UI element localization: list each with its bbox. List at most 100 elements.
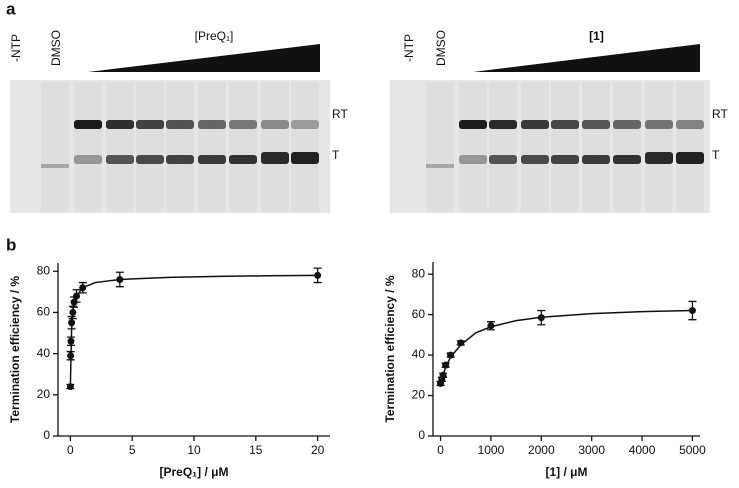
gel-lane bbox=[521, 82, 549, 211]
gel-band bbox=[521, 155, 549, 164]
gel-lane bbox=[41, 82, 69, 211]
x-tick-label: 1000 bbox=[478, 443, 505, 457]
gel-lane bbox=[261, 82, 289, 211]
gel-band bbox=[106, 155, 134, 164]
panel-label: a bbox=[6, 0, 16, 18]
y-tick-label: 60 bbox=[37, 305, 51, 319]
concentration-wedge bbox=[473, 44, 700, 72]
gel-band bbox=[261, 120, 289, 129]
gel-band bbox=[582, 120, 610, 129]
panel-label: b bbox=[6, 235, 16, 254]
data-point bbox=[442, 361, 450, 369]
gel-band bbox=[613, 155, 641, 164]
data-point bbox=[457, 339, 465, 347]
data-point bbox=[73, 292, 81, 300]
gel-band bbox=[74, 120, 102, 129]
data-point bbox=[537, 314, 545, 322]
y-axis-label: Termination efficiency / % bbox=[383, 275, 397, 422]
data-point bbox=[67, 337, 75, 345]
y-tick-label: 80 bbox=[37, 263, 51, 277]
gel-lane bbox=[229, 82, 257, 211]
gel-band bbox=[291, 152, 319, 164]
y-axis-label: Termination efficiency / % bbox=[8, 276, 22, 423]
gel-band bbox=[229, 155, 257, 164]
lane-label: DMSO bbox=[434, 30, 448, 66]
band-label: RT bbox=[332, 107, 348, 121]
x-tick-label: 0 bbox=[67, 443, 74, 457]
x-tick-label: 0 bbox=[437, 443, 444, 457]
gel-band bbox=[521, 120, 549, 129]
gel-band bbox=[229, 120, 257, 129]
x-tick-label: 5 bbox=[129, 443, 136, 457]
gel-lane bbox=[136, 82, 164, 211]
x-tick-label: 4000 bbox=[629, 443, 656, 457]
gel-lane bbox=[645, 82, 673, 211]
data-point bbox=[487, 322, 495, 330]
gel-lane bbox=[198, 82, 226, 211]
y-tick-label: 80 bbox=[412, 266, 426, 280]
x-tick-label: 2000 bbox=[528, 443, 555, 457]
y-tick-label: 20 bbox=[37, 387, 51, 401]
x-tick-label: 20 bbox=[311, 443, 325, 457]
gel-lane bbox=[459, 82, 487, 211]
gel-lane bbox=[489, 82, 517, 211]
gel-lane bbox=[426, 82, 454, 211]
data-point bbox=[79, 284, 87, 292]
gel-band bbox=[74, 155, 102, 164]
gel-lane bbox=[582, 82, 610, 211]
ligand-label: [1] bbox=[589, 29, 604, 43]
gel-band bbox=[645, 152, 673, 164]
gel-band bbox=[41, 164, 69, 168]
band-label: RT bbox=[712, 107, 728, 121]
gel-band bbox=[645, 120, 673, 129]
gel-band bbox=[489, 120, 517, 129]
gel-band bbox=[261, 152, 289, 164]
axis-line bbox=[432, 262, 700, 437]
gel-band bbox=[459, 120, 487, 129]
gel-lane bbox=[613, 82, 641, 211]
x-tick-label: 5000 bbox=[679, 443, 706, 457]
data-point bbox=[67, 352, 75, 360]
x-axis-label: [1] / μM bbox=[545, 465, 587, 479]
axis-line bbox=[57, 263, 330, 437]
data-point bbox=[66, 383, 74, 391]
data-point bbox=[68, 319, 76, 327]
gel-band bbox=[166, 120, 194, 129]
data-point bbox=[116, 275, 124, 283]
gel-band bbox=[551, 120, 579, 129]
x-tick-label: 15 bbox=[249, 443, 263, 457]
x-axis-label: [PreQ₁] / μM bbox=[160, 465, 229, 479]
gel-band bbox=[676, 152, 704, 164]
gel-band bbox=[166, 155, 194, 164]
concentration-wedge bbox=[88, 44, 320, 72]
data-point bbox=[439, 371, 447, 379]
gel-lane bbox=[551, 82, 579, 211]
ligand-label: [PreQ₁] bbox=[195, 29, 234, 43]
gel-lane bbox=[676, 82, 704, 211]
y-tick-label: 60 bbox=[412, 307, 426, 321]
gel-band bbox=[136, 120, 164, 129]
band-label: T bbox=[332, 148, 340, 162]
y-tick-label: 20 bbox=[412, 388, 426, 402]
gel-band bbox=[459, 155, 487, 164]
fit-curve bbox=[69, 274, 318, 387]
gel-band bbox=[198, 120, 226, 129]
x-tick-label: 10 bbox=[187, 443, 201, 457]
x-tick-label: 3000 bbox=[578, 443, 605, 457]
gel-lane bbox=[166, 82, 194, 211]
data-point bbox=[447, 351, 455, 359]
y-tick-label: 0 bbox=[418, 428, 425, 442]
data-point bbox=[688, 307, 696, 315]
data-point bbox=[69, 308, 77, 316]
fit-curve bbox=[439, 309, 693, 384]
gel-band bbox=[551, 155, 579, 164]
data-point bbox=[314, 271, 322, 279]
y-tick-label: 40 bbox=[412, 347, 426, 361]
gel-band bbox=[489, 155, 517, 164]
lane-label: -NTP bbox=[402, 34, 416, 62]
gel-band bbox=[291, 120, 319, 129]
gel-lane bbox=[74, 82, 102, 211]
gel-lane bbox=[291, 82, 319, 211]
lane-label: DMSO bbox=[49, 30, 63, 66]
